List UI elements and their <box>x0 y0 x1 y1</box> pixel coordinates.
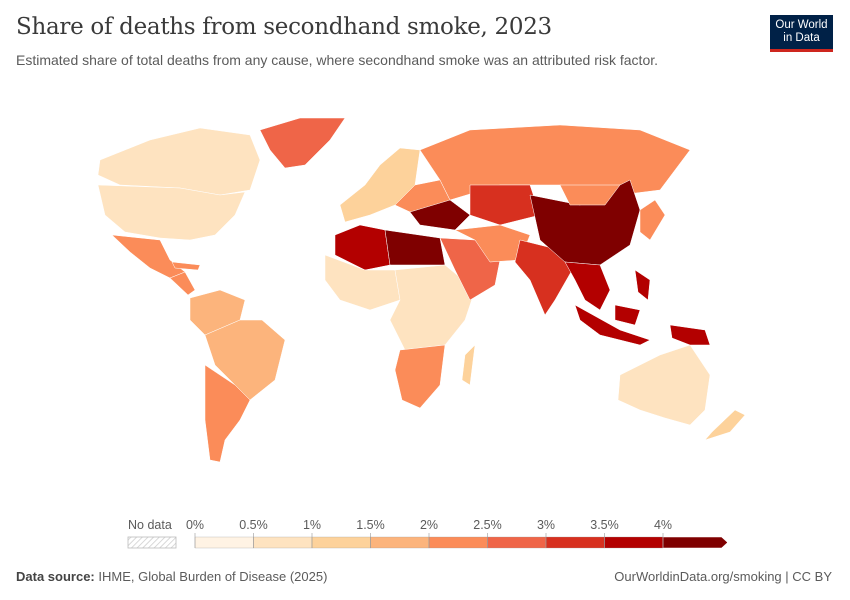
data-source: Data source: IHME, Global Burden of Dise… <box>16 569 327 584</box>
legend-tick-label: 3.5% <box>590 518 619 532</box>
region-greenland[interactable] <box>259 117 346 169</box>
logo-line-2: in Data <box>783 32 820 44</box>
legend-bin[interactable] <box>662 536 728 549</box>
region-australia[interactable] <box>617 344 711 426</box>
legend-bin[interactable] <box>545 536 605 549</box>
region-turkey-caucasus[interactable] <box>409 199 471 231</box>
region-united-states[interactable] <box>97 184 246 241</box>
region-mongolia[interactable] <box>559 184 621 206</box>
region-new-zealand[interactable] <box>704 409 746 441</box>
legend-bin[interactable] <box>253 536 313 549</box>
legend-no-data-swatch <box>127 536 177 549</box>
region-korea-japan[interactable] <box>639 199 666 241</box>
legend-bin[interactable] <box>370 536 430 549</box>
legend-tick-label: 1% <box>303 518 321 532</box>
legend-tick-label: 4% <box>654 518 672 532</box>
map-legend: No data 0% 0.5% 1% 1.5% 2% 2.5% 3% 3.5% 4% <box>127 518 728 549</box>
legend-tick-label: 2.5% <box>473 518 502 532</box>
owid-logo[interactable]: Our World in Data <box>770 15 833 52</box>
logo-line-1: Our World <box>775 19 828 31</box>
legend-bin[interactable] <box>428 536 488 549</box>
chart-title: Share of deaths from secondhand smoke, 2… <box>16 14 552 40</box>
legend-bin[interactable] <box>487 536 547 549</box>
region-canada[interactable] <box>97 127 261 196</box>
region-madagascar[interactable] <box>461 344 476 386</box>
region-mexico[interactable] <box>111 234 186 279</box>
legend-bin[interactable] <box>604 536 664 549</box>
legend-tick-label: 2% <box>420 518 438 532</box>
legend-tick-label: 1.5% <box>356 518 385 532</box>
legend-no-data-label: No data <box>128 518 172 532</box>
legend-bin[interactable] <box>194 536 254 549</box>
region-russia[interactable] <box>419 124 691 201</box>
legend-tick-label: 0.5% <box>239 518 268 532</box>
region-indonesia[interactable] <box>574 304 651 346</box>
region-west-africa[interactable] <box>324 254 401 311</box>
source-url[interactable]: OurWorldinData.org/smoking | CC BY <box>614 569 832 584</box>
legend-tick-label: 3% <box>537 518 555 532</box>
region-southeast-asia[interactable] <box>564 261 651 311</box>
chart-subtitle: Estimated share of total deaths from any… <box>16 52 659 68</box>
data-source-text: IHME, Global Burden of Disease (2025) <box>98 569 328 584</box>
region-central-america-caribbean[interactable] <box>169 261 201 296</box>
legend-bin[interactable] <box>311 536 371 549</box>
region-brazil[interactable] <box>204 319 286 401</box>
region-papua-new-guinea[interactable] <box>669 324 711 346</box>
data-source-label: Data source: <box>16 569 95 584</box>
region-central-asia[interactable] <box>469 184 541 226</box>
region-argentina-chile[interactable] <box>204 364 251 463</box>
region-egypt-libya[interactable] <box>384 229 446 266</box>
region-western-europe[interactable] <box>339 147 421 223</box>
legend-tick-label: 0% <box>186 518 204 532</box>
region-southern-africa[interactable] <box>394 344 446 409</box>
